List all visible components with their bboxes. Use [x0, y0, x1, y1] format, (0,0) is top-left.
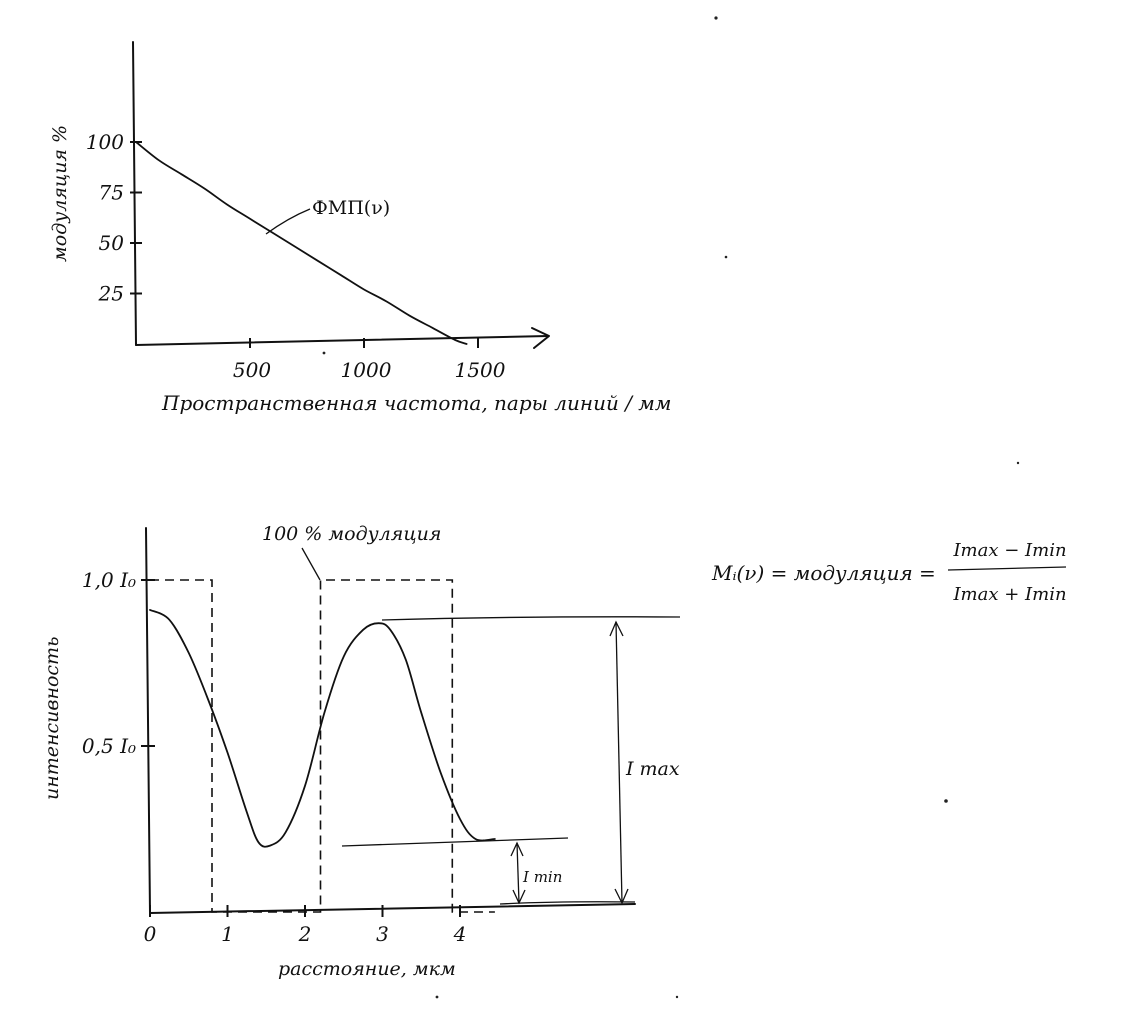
imin-arrow — [516, 842, 520, 904]
imax-reference-line — [381, 616, 681, 621]
mtf-x-tick-label: 1500 — [455, 358, 506, 382]
mtf-y-axis-label: модуляция % — [49, 125, 71, 262]
square-wave-leader — [301, 547, 321, 581]
intensity-chart: 100 % модуляция 0,5 I₀ 1,0 I₀ 0 1 2 3 4 I max… — [41, 523, 1067, 980]
int-x-tick-label: 1 — [221, 922, 234, 946]
imax-arrow — [615, 621, 623, 904]
imax-label: I max — [625, 758, 680, 780]
mtf-series-label: ФМП(ν) — [312, 197, 390, 219]
scan-speck — [714, 16, 718, 20]
scan-speck — [435, 995, 439, 999]
intensity-curve — [149, 609, 496, 848]
formula-denominator: Imax + Imin — [952, 584, 1066, 605]
imin-arrow-head-bottom — [512, 889, 526, 905]
scan-speck — [944, 799, 948, 803]
int-x-tick-label: 0 — [144, 922, 157, 946]
mtf-y-tick-label: 75 — [99, 181, 124, 205]
int-y-axis-label: интенсивность — [41, 637, 63, 800]
square-wave-100-percent — [150, 579, 495, 913]
int-y-axis — [145, 527, 151, 914]
int-x-tick-label: 4 — [453, 922, 467, 946]
mtf-x-axis-arrow — [531, 327, 550, 349]
scan-speck — [724, 255, 728, 259]
mtf-x-axis-label: Пространственная частота, пары линий / м… — [161, 391, 671, 415]
scan-specks — [322, 16, 1020, 999]
mtf-x-tick-label: 1000 — [341, 358, 392, 382]
mtf-chart: 25 50 75 100 500 1000 1500 ФМП(ν) модуляция %… — [49, 41, 671, 415]
imin-reference-line — [341, 837, 569, 847]
imax-arrow-head-top — [609, 620, 624, 637]
int-x-tick-label: 3 — [376, 922, 389, 946]
mtf-x-tick-label: 500 — [233, 358, 271, 382]
int-y-tick-label: 1,0 I₀ — [82, 568, 136, 592]
mtf-curve — [135, 141, 468, 345]
mtf-y-tick-label: 25 — [98, 282, 124, 306]
mtf-series-leader — [265, 208, 311, 235]
scan-speck — [675, 995, 679, 999]
mtf-y-tick-label: 50 — [99, 231, 125, 255]
int-x-axis — [149, 903, 636, 914]
imax-arrow-head-bottom — [614, 888, 629, 905]
formula-numerator: Imax − Imin — [952, 540, 1066, 561]
int-x-tick-label: 2 — [298, 922, 312, 946]
mtf-y-tick-label: 100 — [86, 130, 124, 154]
formula-fraction-bar — [947, 566, 1067, 571]
mtf-x-axis — [135, 335, 549, 346]
scan-speck — [1016, 461, 1020, 465]
imin-label: I min — [522, 868, 562, 886]
imin-arrow-head-top — [510, 841, 524, 857]
int-x-axis-label: расстояние, мкм — [278, 958, 456, 980]
scan-speck — [322, 351, 326, 355]
int-y-tick-label: 0,5 I₀ — [82, 734, 136, 758]
formula-lhs: Mᵢ(ν) = модуляция = — [711, 561, 936, 585]
square-wave-label: 100 % модуляция — [262, 523, 441, 545]
zero-reference-line — [499, 901, 636, 905]
